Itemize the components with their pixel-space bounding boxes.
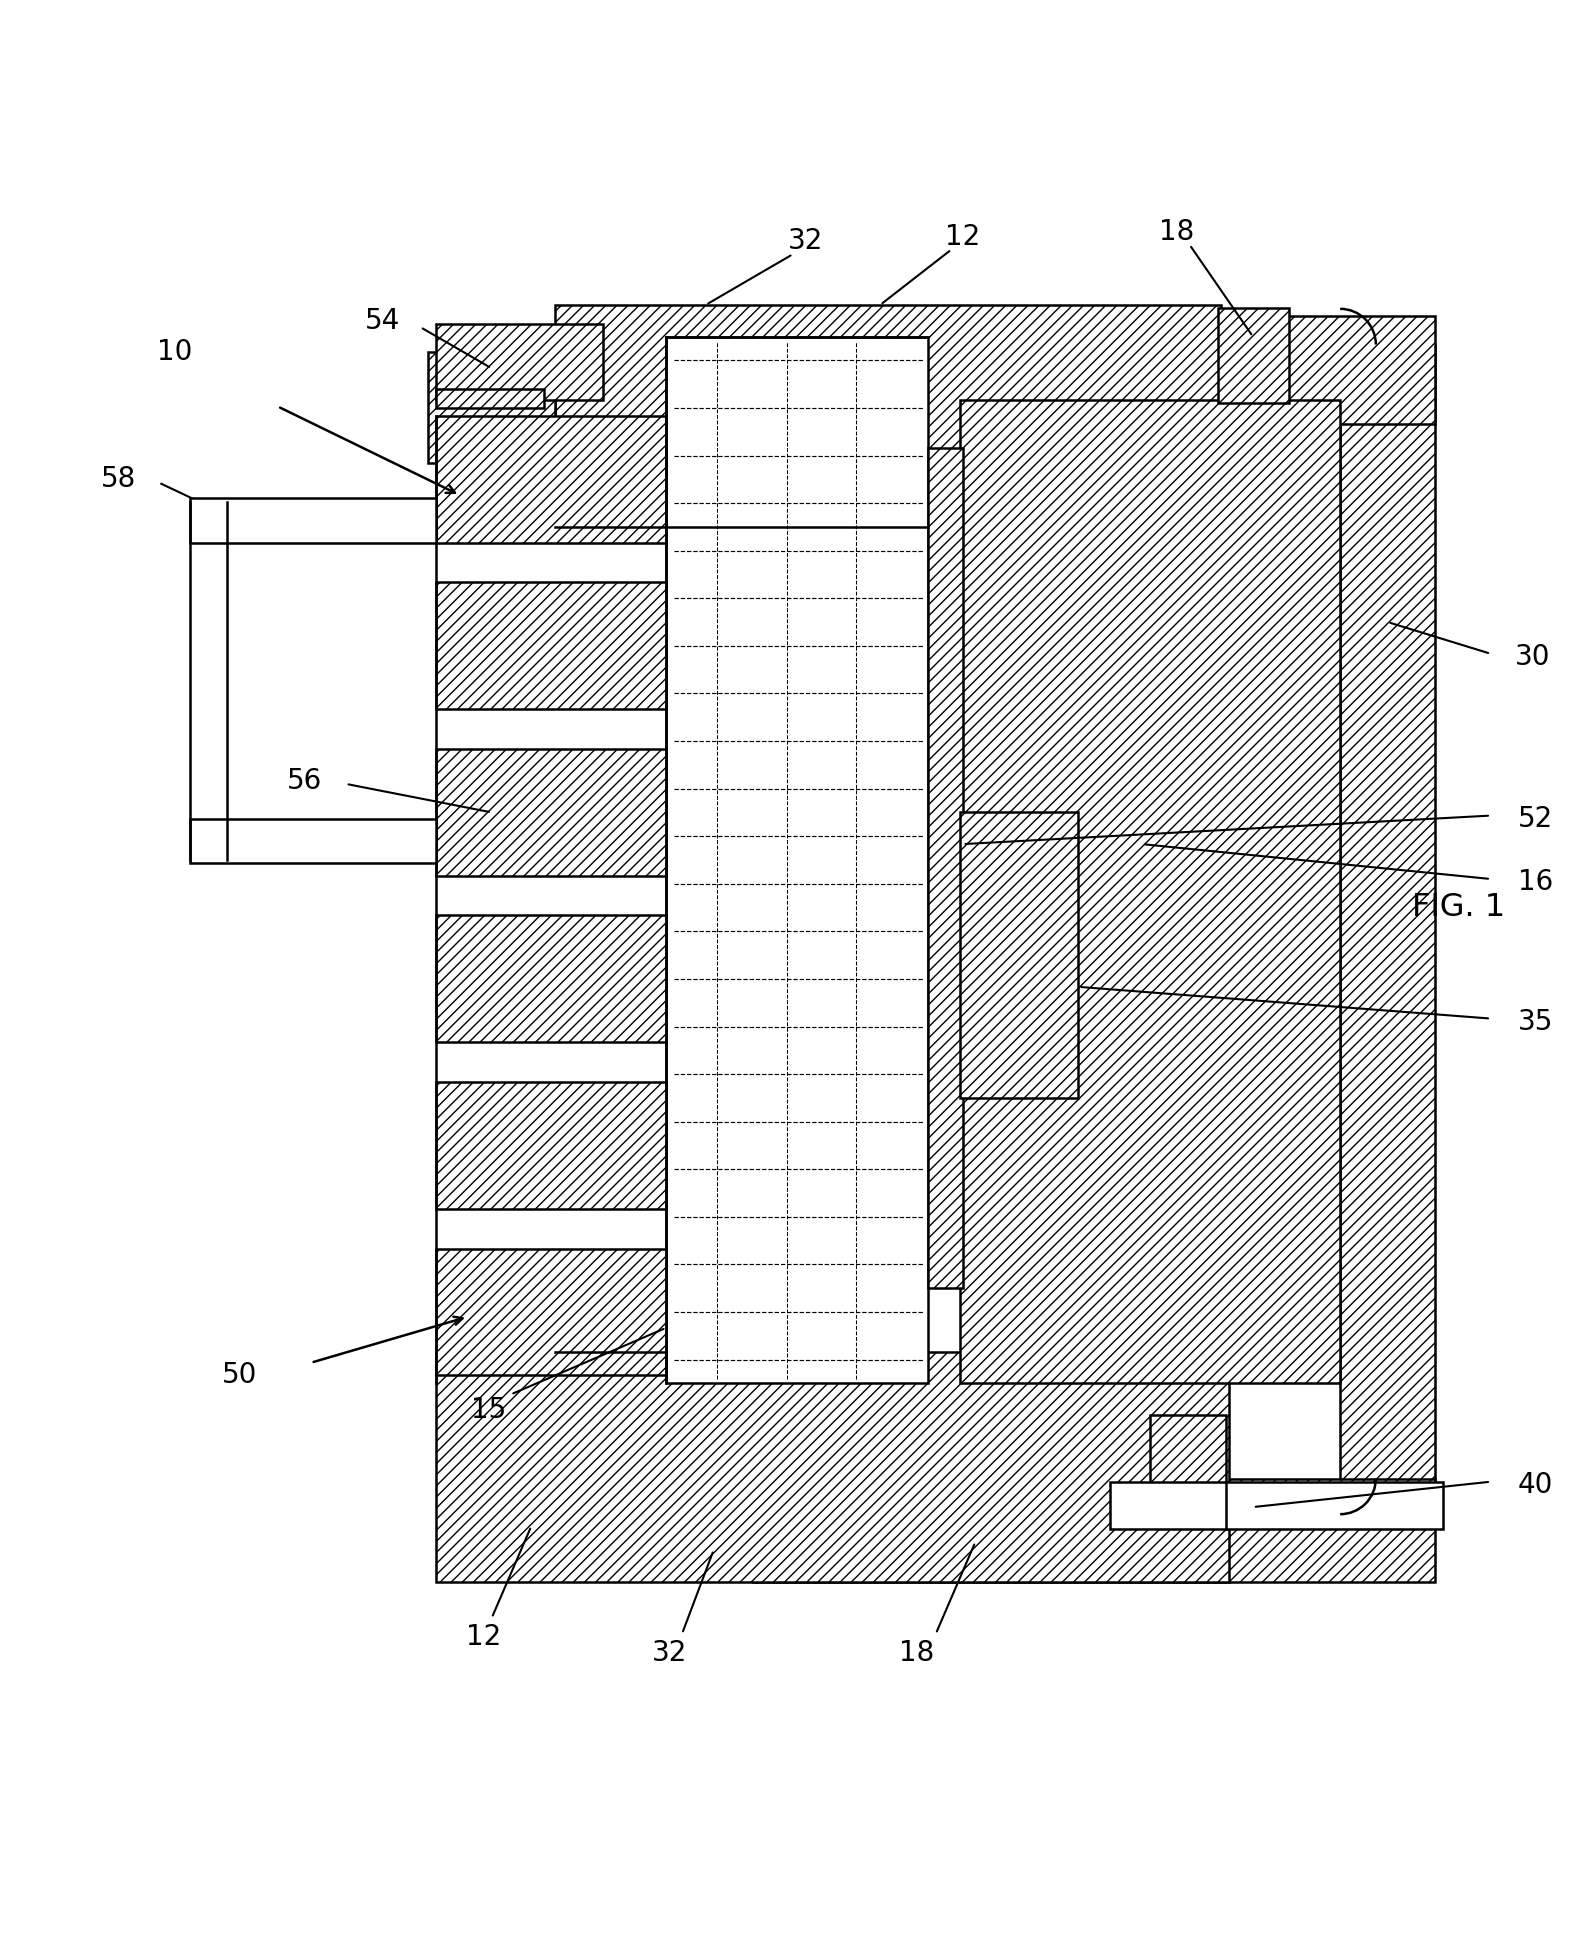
Bar: [753, 1478, 1435, 1581]
Bar: [1110, 1482, 1443, 1528]
Bar: [436, 324, 603, 400]
Text: 15: 15: [471, 1396, 506, 1423]
Text: 32: 32: [788, 227, 823, 256]
Text: 35: 35: [1518, 1008, 1553, 1035]
Text: 54: 54: [365, 307, 400, 334]
Text: 18: 18: [1159, 218, 1194, 247]
Bar: [436, 388, 544, 408]
Bar: [436, 1352, 1229, 1581]
Bar: [190, 499, 436, 542]
Text: 58: 58: [102, 466, 136, 493]
Bar: [666, 336, 928, 1383]
Text: 18: 18: [899, 1639, 934, 1666]
Bar: [1150, 1416, 1226, 1519]
Bar: [436, 1249, 666, 1375]
Text: 10: 10: [157, 338, 192, 367]
Text: 12: 12: [945, 223, 980, 251]
Text: 50: 50: [222, 1361, 257, 1389]
Bar: [1340, 344, 1435, 1519]
Text: 40: 40: [1518, 1470, 1553, 1499]
Bar: [928, 447, 963, 1288]
Bar: [436, 1082, 666, 1210]
Bar: [960, 812, 1078, 1097]
Bar: [436, 750, 666, 876]
Text: 12: 12: [466, 1624, 501, 1651]
Text: 52: 52: [1518, 804, 1553, 833]
Text: 56: 56: [287, 767, 322, 794]
Bar: [960, 400, 1340, 1383]
Bar: [428, 352, 555, 464]
Bar: [864, 317, 1435, 423]
Text: FIG. 1: FIG. 1: [1413, 891, 1505, 922]
Bar: [190, 820, 436, 862]
Text: 32: 32: [652, 1639, 687, 1666]
Bar: [555, 305, 1221, 526]
Bar: [436, 416, 666, 542]
Text: 16: 16: [1518, 868, 1553, 895]
Bar: [436, 915, 666, 1043]
Text: 30: 30: [1515, 643, 1550, 672]
Bar: [436, 583, 666, 709]
Bar: [1218, 309, 1289, 404]
